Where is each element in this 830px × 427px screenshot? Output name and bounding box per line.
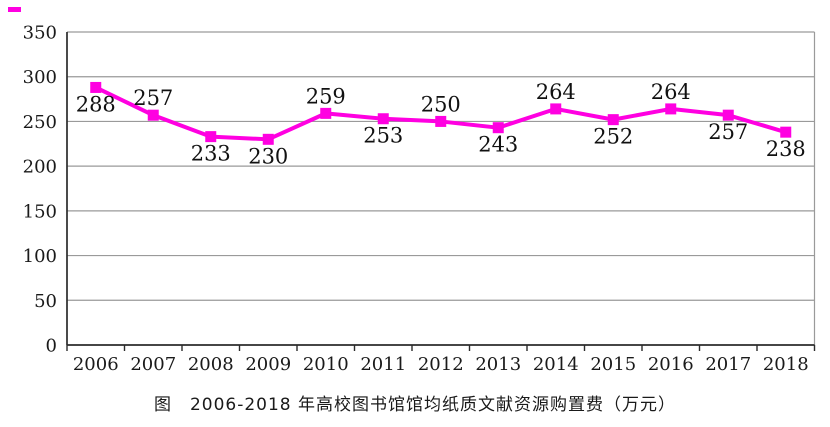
x-axis-label: 2009: [245, 354, 291, 375]
data-label: 264: [651, 80, 691, 104]
data-point-marker: [780, 126, 792, 138]
x-axis-labels: 2006 2007 2008 2009 2010 2011 2012 2013 2014 2015…: [73, 354, 809, 375]
data-label: 288: [76, 92, 116, 116]
data-point-marker: [90, 81, 102, 93]
y-axis-label: 100: [23, 246, 57, 267]
data-point-marker: [550, 103, 562, 115]
data-label: 238: [766, 137, 806, 161]
x-axis-label: 2017: [705, 354, 751, 375]
y-axis-labels: 0 50 100 150 200 250 300 350: [23, 23, 57, 357]
y-axis-label: 200: [23, 157, 57, 178]
y-axis-label: 350: [23, 23, 57, 44]
stray-magenta-mark: [8, 7, 21, 12]
y-axis-label: 50: [34, 291, 57, 312]
gridlines: [67, 31, 815, 301]
x-axis-label: 2018: [763, 354, 809, 375]
x-axis-label: 2010: [303, 354, 349, 375]
x-axis-label: 2016: [648, 354, 694, 375]
data-point-marker: [722, 109, 734, 121]
data-point-marker: [607, 114, 619, 126]
data-label: 243: [478, 133, 518, 157]
data-label: 250: [421, 92, 461, 116]
y-axis-label: 0: [46, 336, 57, 357]
x-axis-label: 2012: [418, 354, 464, 375]
data-point-marker: [665, 103, 677, 115]
y-axis-label: 300: [23, 67, 57, 88]
x-axis-label: 2011: [360, 354, 406, 375]
data-label: 252: [593, 125, 633, 149]
data-labels: 288 257 233 230 259 253 250 243 264 252 264 257 238: [76, 80, 806, 168]
data-label: 257: [708, 120, 748, 144]
chart-caption: 图 2006-2018 年高校图书馆馆均纸质文献资源购置费（万元）: [153, 395, 677, 415]
data-label: 253: [363, 124, 403, 148]
data-point-marker: [262, 133, 274, 145]
data-point-marker: [320, 107, 332, 119]
data-label: 233: [191, 142, 231, 166]
y-axis-label: 150: [23, 201, 57, 222]
x-axis-ticks: [66, 345, 816, 351]
x-axis-label: 2007: [130, 354, 176, 375]
x-axis-label: 2008: [188, 354, 234, 375]
data-label: 259: [306, 84, 346, 108]
y-axis-label: 250: [23, 112, 57, 133]
data-point-marker: [147, 109, 159, 121]
data-label: 230: [248, 144, 288, 168]
data-point-marker: [377, 113, 389, 125]
data-label: 264: [536, 80, 576, 104]
data-point-marker: [492, 122, 504, 134]
data-point-marker: [205, 131, 217, 143]
data-point-markers: [90, 81, 792, 145]
data-point-marker: [435, 115, 447, 127]
x-axis-label: 2014: [533, 354, 579, 375]
x-axis-label: 2015: [590, 354, 636, 375]
chart-canvas: 0 50 100 150 200 250 300 350 2006 2007 2008 2009 201…: [23, 23, 816, 375]
x-axis-label: 2006: [73, 354, 119, 375]
x-axis-label: 2013: [475, 354, 521, 375]
data-label: 257: [133, 86, 173, 110]
